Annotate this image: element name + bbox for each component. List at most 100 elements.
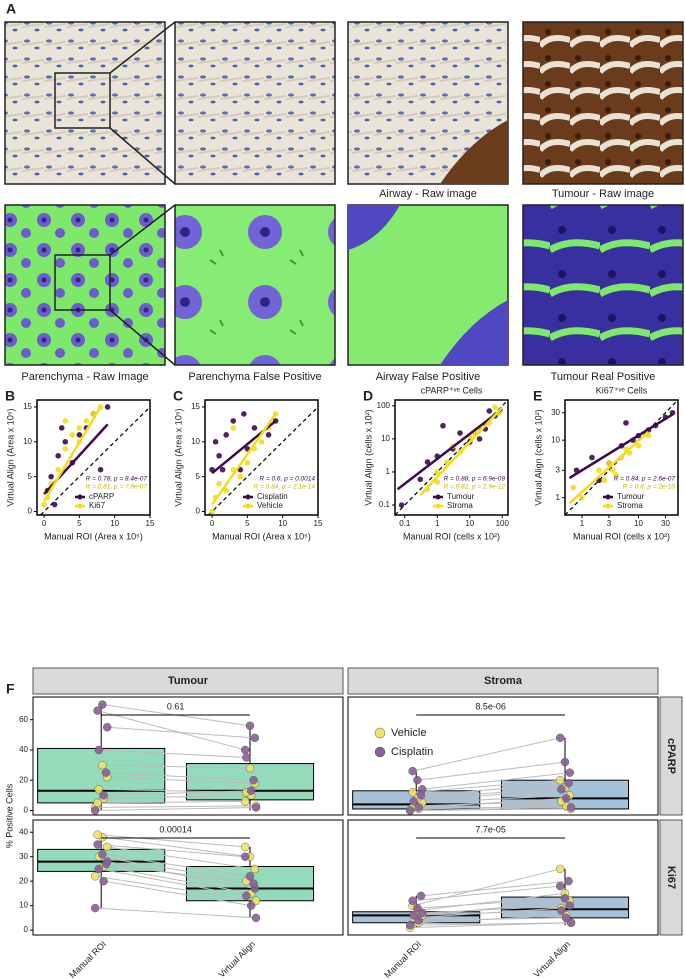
point (246, 786, 256, 796)
x-axis-label: Manual ROI (Area x 10⁵) (212, 531, 311, 541)
point (440, 422, 446, 429)
legend-dot (374, 727, 386, 739)
panel-label: B (5, 388, 15, 404)
x-tick-label: 5 (77, 519, 82, 528)
panel-label: F (6, 681, 15, 697)
y-tick-label: 0 (196, 507, 201, 516)
point (223, 487, 229, 494)
stat-label: R = 0.81, p = 7.9e-07 (86, 484, 148, 491)
point (555, 864, 565, 874)
point (241, 411, 247, 417)
point (242, 753, 251, 762)
point (565, 768, 575, 777)
y-tick-label: 10 (191, 437, 200, 446)
pair-line (105, 863, 254, 885)
plot-frame (36, 399, 151, 516)
point (424, 459, 431, 465)
point (246, 901, 256, 910)
point (606, 460, 612, 466)
facet-label: Ki67 (665, 866, 677, 889)
point (560, 894, 570, 903)
y-tick-label: 40 (19, 827, 28, 836)
pair-line (107, 846, 255, 870)
x-tick-label: 0.1 (399, 519, 411, 528)
pair-line (410, 806, 572, 811)
pair-line (95, 875, 257, 902)
x-axis-label: Manual ROI (Area x 10⁵) (44, 531, 143, 541)
fit-line (568, 430, 650, 505)
image (522, 204, 684, 366)
y-axis-label: Virtual Align (Area x 10⁵) (173, 408, 183, 506)
facet-label: Tumour (168, 675, 209, 687)
plot-frame (564, 399, 679, 516)
facet-strip (659, 819, 683, 936)
point (62, 418, 69, 424)
y-tick-label: 20 (19, 876, 28, 885)
point (434, 469, 441, 475)
point (408, 788, 417, 797)
point (90, 872, 100, 881)
facet-strip (32, 667, 344, 695)
point (557, 906, 566, 915)
point (249, 879, 258, 888)
pair-line (97, 710, 246, 751)
y-axis-label: Virtual Align (cells x 10²) (363, 409, 373, 505)
x-tick-label: 0 (42, 519, 47, 528)
point (416, 891, 426, 901)
point (245, 763, 255, 773)
point (251, 913, 261, 923)
legend-dot (605, 503, 611, 509)
pair-line (417, 761, 566, 781)
y-tick-label: 15 (23, 402, 32, 411)
stat-label: R = 0.8, p = 2e-10 (623, 484, 676, 491)
y-tick-label: 5 (28, 472, 33, 481)
pair-line (422, 772, 570, 790)
point (242, 891, 251, 901)
inset-box (54, 254, 111, 311)
y-axis-label: % Positive Cells (4, 783, 14, 848)
point (249, 775, 258, 785)
pair-line (418, 797, 567, 808)
point (250, 864, 260, 874)
point (240, 797, 250, 806)
pair-line (412, 737, 561, 772)
image-panels (4, 21, 684, 366)
point (408, 766, 417, 776)
x-tick-label: Virtual Align (217, 939, 258, 979)
legend-label: Tumour (447, 492, 475, 501)
image (4, 21, 166, 185)
point (258, 439, 265, 445)
point (579, 494, 585, 501)
facet-strip (347, 667, 659, 695)
pair-line (107, 861, 255, 890)
point (41, 501, 47, 508)
point (230, 418, 237, 424)
point (250, 733, 260, 743)
point (93, 798, 102, 808)
x-tick-label: 10 (465, 519, 474, 528)
x-tick-label: 10 (278, 519, 287, 528)
pair-line (102, 836, 251, 858)
p-label: 0.00014 (159, 824, 192, 834)
pair-line (422, 900, 570, 916)
x-tick-label: 1 (580, 519, 585, 528)
point (434, 479, 441, 485)
point (413, 903, 422, 913)
point (476, 436, 483, 442)
point (99, 791, 108, 800)
pair-line (422, 905, 570, 914)
legend-dot (435, 503, 441, 509)
y-tick-label: 10 (551, 435, 560, 444)
y-tick-label: 60 (19, 715, 28, 724)
x-tick-label: Manual ROI (67, 939, 108, 979)
legend-dot (245, 494, 251, 500)
point (565, 901, 575, 910)
fit-line (42, 406, 102, 502)
point (94, 745, 104, 755)
legend-dot (605, 494, 611, 500)
point (216, 452, 222, 459)
y-tick-label: 0.1 (379, 500, 391, 509)
zoom-line (109, 21, 176, 185)
point (560, 757, 570, 767)
